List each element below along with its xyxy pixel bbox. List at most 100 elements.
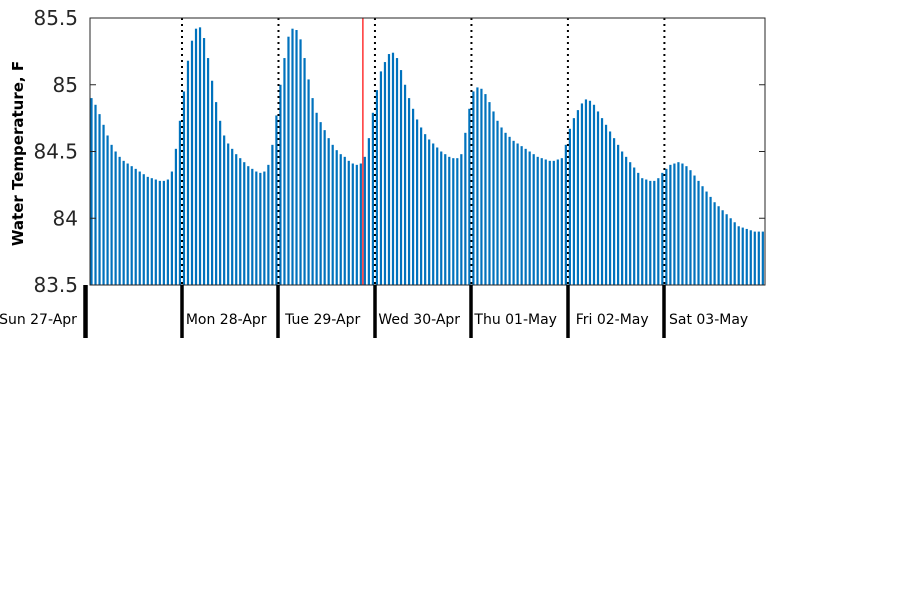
bar xyxy=(383,62,387,285)
bar xyxy=(488,102,491,285)
bar xyxy=(263,171,266,285)
bar xyxy=(588,100,592,286)
bar xyxy=(215,102,218,285)
bar xyxy=(596,111,600,285)
bar xyxy=(749,230,752,285)
bar xyxy=(182,91,186,285)
bar xyxy=(275,115,278,286)
day-label: Thu 01-May xyxy=(473,312,557,328)
bar xyxy=(239,158,242,285)
y-tick-label: 84.5 xyxy=(33,140,78,164)
bar xyxy=(540,158,543,285)
bar xyxy=(721,210,724,285)
bar xyxy=(227,143,230,285)
y-tick-label: 84 xyxy=(53,206,78,230)
bar xyxy=(255,171,258,285)
bar xyxy=(186,60,190,285)
bar xyxy=(673,163,676,285)
bar xyxy=(403,84,407,285)
bar xyxy=(693,175,696,285)
bar xyxy=(440,151,443,285)
bar xyxy=(653,180,656,285)
bar xyxy=(210,80,214,286)
bar xyxy=(279,84,282,285)
bar xyxy=(371,112,374,285)
bar xyxy=(130,166,133,285)
bar xyxy=(436,147,439,285)
bar xyxy=(190,40,194,286)
bar xyxy=(335,150,338,285)
bar xyxy=(705,191,708,285)
bar xyxy=(351,163,354,285)
bar xyxy=(303,58,306,285)
bar xyxy=(560,158,563,285)
bar xyxy=(219,120,222,285)
bar xyxy=(460,154,463,285)
bar xyxy=(114,151,117,285)
bar xyxy=(496,120,499,285)
day-label: Tue 29-Apr xyxy=(284,312,360,328)
bar xyxy=(411,108,415,285)
bar xyxy=(689,170,692,285)
day-label: Fri 02-May xyxy=(576,312,649,328)
bar xyxy=(757,231,760,285)
bar xyxy=(247,166,250,285)
bar xyxy=(134,168,137,285)
bar xyxy=(580,103,584,285)
bar xyxy=(291,28,294,286)
bar xyxy=(287,36,290,285)
y-axis-label: Water Temperature, F xyxy=(9,61,27,246)
bar xyxy=(428,139,431,285)
bar xyxy=(564,144,567,285)
bar xyxy=(741,227,744,285)
bar xyxy=(118,156,121,285)
bar xyxy=(223,135,226,285)
bar xyxy=(604,124,608,285)
bar xyxy=(355,164,358,285)
bar xyxy=(283,58,286,285)
bar xyxy=(198,27,202,286)
bar xyxy=(608,131,612,285)
bar xyxy=(633,167,636,285)
bar xyxy=(367,138,370,285)
bars-layer xyxy=(90,27,764,286)
bar xyxy=(395,58,399,285)
bar xyxy=(416,119,419,286)
bar xyxy=(532,154,535,285)
y-tick-label: 83.5 xyxy=(33,273,78,297)
bar xyxy=(267,164,270,285)
bar xyxy=(178,120,182,285)
bar xyxy=(544,159,547,285)
bar xyxy=(391,52,395,286)
bar xyxy=(424,134,427,285)
bar xyxy=(480,88,483,285)
bar xyxy=(733,222,736,285)
bar xyxy=(331,144,334,285)
bar xyxy=(235,154,238,285)
bar xyxy=(323,130,326,285)
bar xyxy=(504,132,507,285)
bar xyxy=(448,156,451,285)
bar xyxy=(645,179,648,285)
bar xyxy=(150,178,153,285)
day-label: Wed 30-Apr xyxy=(378,312,460,328)
bar xyxy=(625,156,628,285)
bar xyxy=(315,112,318,285)
bar xyxy=(709,196,712,285)
bar xyxy=(142,174,145,285)
bar xyxy=(552,160,555,285)
bar xyxy=(106,135,109,285)
bar xyxy=(600,118,604,286)
bar xyxy=(307,79,310,285)
bar xyxy=(339,154,342,285)
bar xyxy=(154,179,157,285)
bar xyxy=(629,162,632,285)
bar xyxy=(456,158,459,285)
bar xyxy=(363,156,366,285)
bar xyxy=(327,138,330,285)
bar xyxy=(685,166,688,285)
bar xyxy=(761,231,764,285)
bar xyxy=(657,178,660,285)
bar xyxy=(102,124,105,285)
